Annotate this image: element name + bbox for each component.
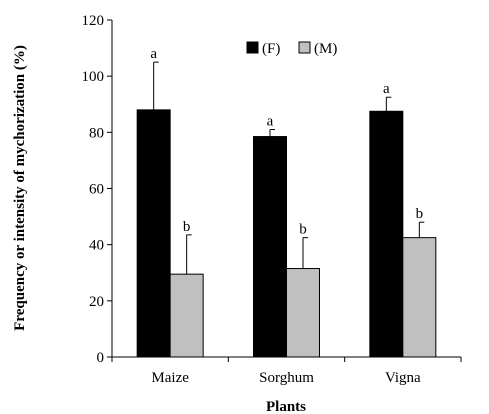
- y-tick-label: 120: [82, 13, 105, 29]
- significance-label: b: [183, 219, 191, 235]
- x-tick-label: Sorghum: [259, 370, 314, 386]
- x-tick-label: Maize: [151, 370, 189, 386]
- significance-label: b: [299, 222, 307, 238]
- significance-label: a: [150, 46, 157, 62]
- significance-label: a: [383, 81, 390, 97]
- bar: [286, 268, 320, 358]
- plot-area: 0 20 40 60 80 100 120 Maize Sorghum Vigna a a a b b b (F…: [82, 13, 462, 386]
- y-tick-label: 60: [89, 182, 104, 198]
- y-tick-label: 20: [89, 294, 104, 310]
- x-axis-title: Plants: [266, 399, 306, 414]
- bar: [136, 109, 171, 358]
- y-tick-label: 0: [97, 350, 105, 366]
- legend-swatch: [298, 41, 311, 54]
- y-tick-label: 40: [89, 238, 104, 254]
- bar: [253, 136, 287, 358]
- significance-label: b: [416, 206, 424, 222]
- y-tick-label: 100: [82, 69, 105, 85]
- legend-swatch: [246, 41, 259, 54]
- bar: [169, 273, 204, 358]
- bar: [402, 237, 437, 358]
- legend-label: (F): [262, 41, 280, 57]
- x-tick-label: Vigna: [385, 370, 421, 386]
- significance-label: a: [267, 114, 274, 130]
- y-tick-label: 80: [89, 125, 104, 141]
- legend-label: (M): [314, 41, 337, 57]
- y-axis-title: Frequency or intensity of mychorization …: [12, 45, 28, 331]
- bar: [369, 110, 404, 358]
